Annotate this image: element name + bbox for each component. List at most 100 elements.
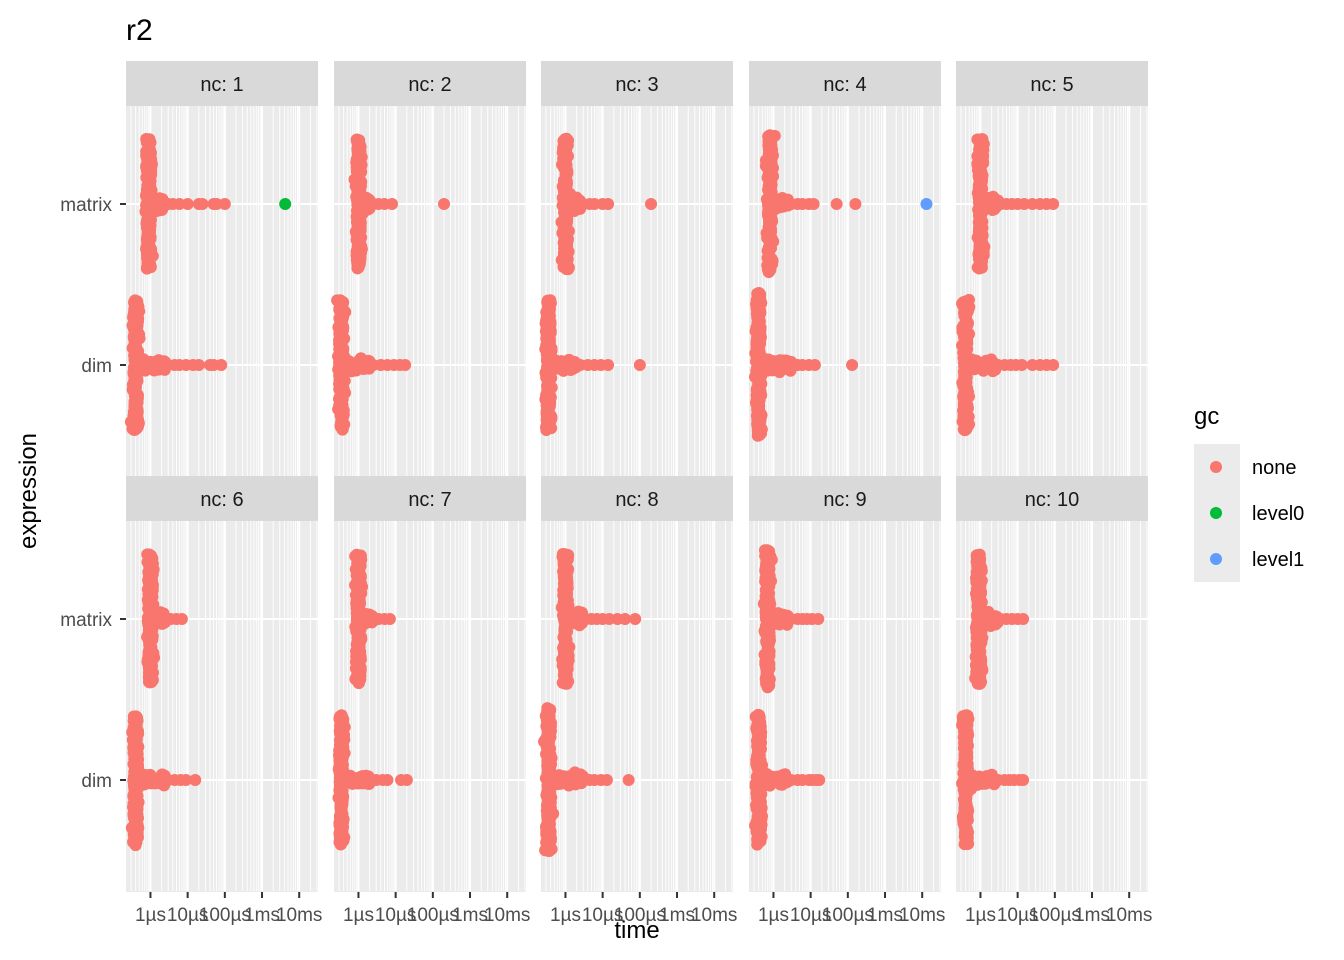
point-matrix — [558, 138, 571, 151]
point-matrix — [353, 561, 366, 574]
point-dim-none — [846, 359, 859, 371]
point-dim — [127, 790, 140, 803]
point-matrix — [558, 174, 571, 187]
facet-strip-label: nc: 7 — [408, 489, 451, 511]
facet-panel: nc: 3 — [539, 61, 733, 477]
point-dim — [130, 422, 143, 435]
point-dim-none — [1015, 359, 1028, 371]
point-dim-none — [399, 359, 412, 371]
point-matrix — [143, 633, 156, 646]
point-dim — [545, 342, 558, 355]
point-matrix-none — [173, 198, 186, 210]
point-matrix — [141, 259, 154, 272]
point-dim-none — [602, 359, 615, 371]
point-dim — [549, 358, 562, 371]
facet-strip — [541, 61, 733, 106]
point-dim — [961, 318, 974, 331]
point-matrix — [141, 237, 154, 250]
point-matrix — [350, 228, 363, 241]
point-matrix — [975, 168, 988, 181]
facet-panel: nc: 6 — [125, 476, 318, 892]
facet-panel: nc: 2 — [331, 61, 526, 477]
point-dim — [127, 331, 140, 344]
point-dim — [753, 387, 766, 400]
facet-panel: nc: 5 — [956, 61, 1148, 477]
point-matrix-level0 — [279, 198, 292, 210]
point-matrix — [560, 250, 573, 263]
point-dim — [540, 421, 553, 434]
point-dim-none — [808, 359, 821, 371]
point-matrix — [762, 248, 775, 261]
point-matrix-none — [602, 198, 615, 210]
point-matrix-none — [196, 198, 209, 210]
point-matrix — [140, 145, 153, 158]
x-tick-label: 10ms — [276, 905, 322, 926]
point-matrix — [351, 182, 364, 195]
point-dim — [956, 376, 969, 389]
point-dim — [129, 710, 142, 723]
point-matrix-none — [849, 198, 862, 210]
point-matrix — [353, 145, 366, 158]
point-matrix — [141, 227, 154, 240]
facet-strip — [126, 61, 318, 106]
point-matrix — [353, 674, 366, 687]
point-dim-none — [1047, 359, 1060, 371]
point-matrix-none — [181, 198, 194, 210]
x-tick-label: 1µs — [135, 905, 166, 926]
point-dim — [335, 345, 348, 358]
point-dim — [958, 393, 971, 406]
point-matrix-none — [438, 198, 451, 210]
point-matrix — [144, 217, 157, 230]
point-dim — [758, 352, 771, 365]
x-tick-label: 1ms — [244, 905, 280, 926]
point-dim — [958, 297, 971, 310]
point-dim — [542, 404, 555, 417]
point-dim — [335, 319, 348, 332]
point-matrix — [145, 645, 158, 658]
point-dim — [960, 307, 973, 320]
point-matrix — [351, 642, 364, 655]
facet-strip-label: nc: 3 — [615, 74, 658, 96]
point-dim — [128, 752, 141, 765]
point-matrix — [764, 142, 777, 155]
facet-strip — [334, 61, 526, 106]
point-matrix-none — [218, 198, 231, 210]
facet-strip-label: nc: 6 — [200, 489, 243, 511]
point-dim — [961, 358, 974, 371]
points — [124, 132, 292, 436]
point-dim — [130, 801, 143, 814]
point-matrix — [974, 136, 987, 149]
point-dim-none — [633, 359, 646, 371]
y-tick-label: dim — [81, 356, 112, 377]
point-matrix — [558, 155, 571, 168]
point-matrix-none — [830, 198, 843, 210]
point-matrix-none — [210, 198, 223, 210]
facet-strip-label: nc: 2 — [408, 74, 451, 96]
point-dim — [750, 301, 763, 314]
point-dim — [129, 816, 142, 829]
y-tick-label: dim — [81, 771, 112, 792]
point-matrix — [976, 200, 989, 213]
point-dim — [544, 294, 557, 307]
point-dim — [753, 314, 766, 327]
point-matrix — [145, 553, 158, 566]
point-matrix-none — [386, 198, 399, 210]
point-dim — [334, 390, 347, 403]
points — [749, 129, 933, 442]
point-dim — [542, 320, 555, 333]
point-dim — [351, 357, 364, 370]
point-matrix — [766, 162, 779, 175]
point-matrix — [144, 656, 157, 669]
point-matrix — [973, 154, 986, 167]
point-matrix — [351, 240, 364, 253]
point-matrix — [143, 668, 156, 681]
point-dim — [129, 310, 142, 323]
point-dim — [974, 360, 987, 373]
y-tick-label: matrix — [60, 195, 112, 216]
point-matrix — [145, 581, 158, 594]
point-dim-none — [215, 359, 228, 371]
y-tick-label: matrix — [60, 610, 112, 631]
panel-background — [126, 106, 318, 477]
point-dim — [128, 409, 141, 422]
